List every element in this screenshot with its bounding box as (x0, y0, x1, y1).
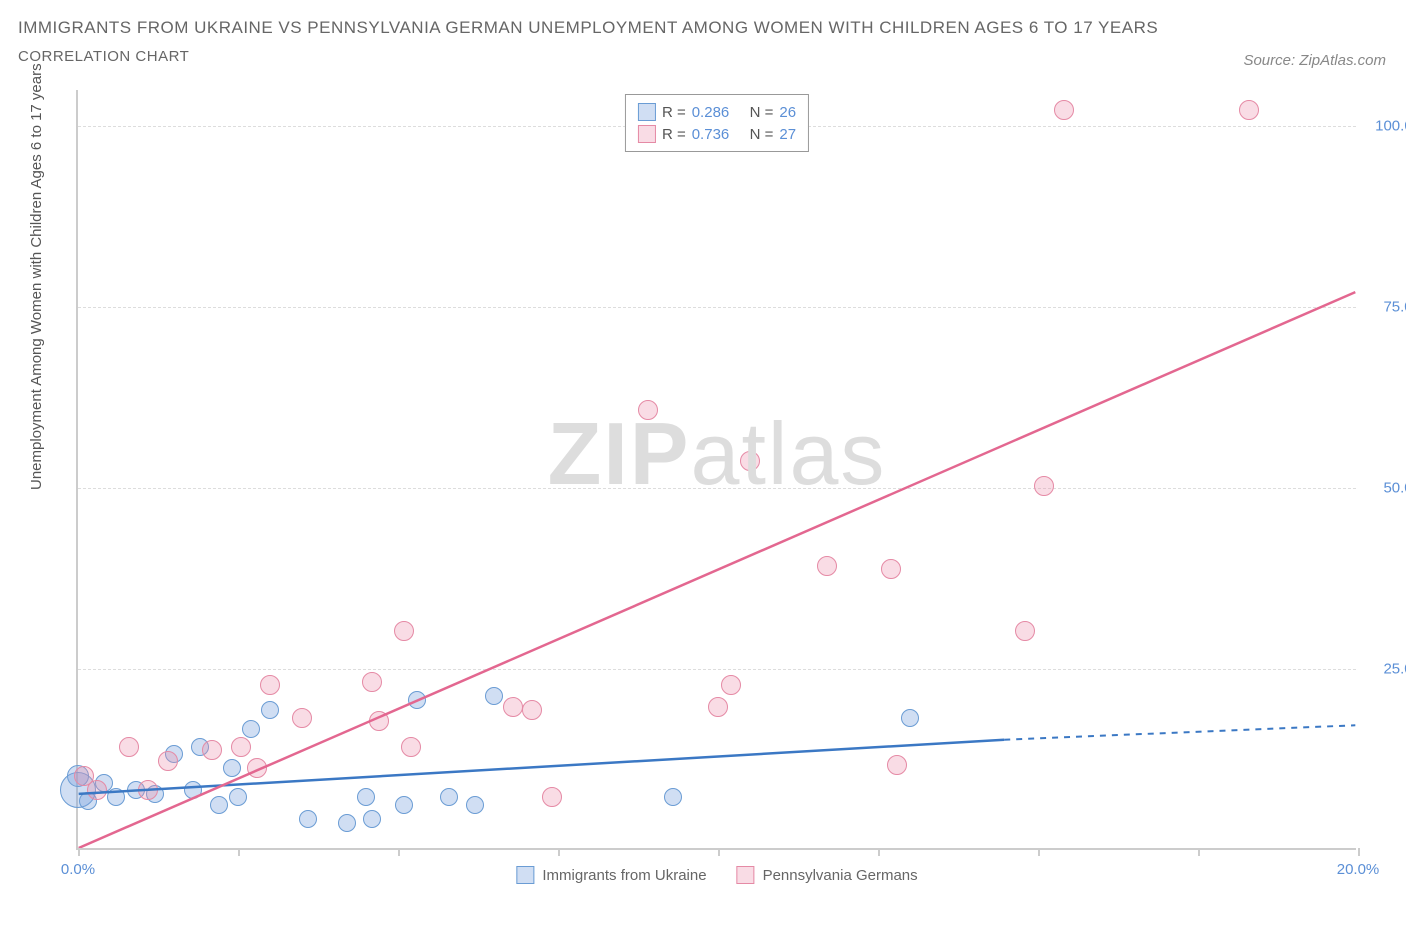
data-point (401, 737, 421, 757)
x-tick (558, 848, 560, 856)
x-tick (878, 848, 880, 856)
data-point (107, 788, 125, 806)
gridline-h (78, 488, 1356, 489)
data-point (223, 759, 241, 777)
legend-label-1: Immigrants from Ukraine (542, 867, 706, 884)
data-point (721, 675, 741, 695)
data-point (338, 814, 356, 832)
x-tick (398, 848, 400, 856)
y-tick-label: 100.0% (1366, 118, 1406, 135)
legend-label-2: Pennsylvania Germans (763, 867, 918, 884)
legend-swatch-bottom-2 (737, 866, 755, 884)
r-value-1: 0.286 (692, 104, 730, 121)
data-point (299, 810, 317, 828)
data-point (817, 556, 837, 576)
data-point (440, 788, 458, 806)
data-point (119, 737, 139, 757)
gridline-h (78, 669, 1356, 670)
chart-subtitle: CORRELATION CHART (18, 48, 1388, 65)
data-point (522, 700, 542, 720)
data-point (138, 780, 158, 800)
gridline-h (78, 307, 1356, 308)
data-point (202, 740, 222, 760)
data-point (664, 788, 682, 806)
n-label-2: N = (750, 126, 774, 143)
x-tick (1198, 848, 1200, 856)
data-point (887, 755, 907, 775)
data-point (408, 691, 426, 709)
data-point (1239, 100, 1259, 120)
x-tick (238, 848, 240, 856)
legend-swatch-2 (638, 125, 656, 143)
n-label-1: N = (750, 104, 774, 121)
data-point (394, 621, 414, 641)
data-point (231, 737, 251, 757)
data-point (638, 400, 658, 420)
data-point (363, 810, 381, 828)
x-tick (1358, 848, 1360, 856)
plot-area: ZIPatlas R = 0.286 N = 26 R = 0.736 N = … (76, 90, 1356, 850)
x-tick (718, 848, 720, 856)
legend-swatch-bottom-1 (516, 866, 534, 884)
data-point (357, 788, 375, 806)
data-point (708, 697, 728, 717)
r-label-2: R = (662, 126, 686, 143)
data-point (395, 796, 413, 814)
trend-lines (78, 90, 1356, 848)
y-tick-label: 75.0% (1366, 299, 1406, 316)
data-point (503, 697, 523, 717)
r-value-2: 0.736 (692, 126, 730, 143)
data-point (466, 796, 484, 814)
data-point (1015, 621, 1035, 641)
legend-swatch-1 (638, 103, 656, 121)
x-tick-label: 0.0% (61, 861, 95, 878)
data-point (1054, 100, 1074, 120)
data-point (247, 758, 267, 778)
data-point (542, 787, 562, 807)
watermark: ZIPatlas (548, 403, 887, 505)
r-label-1: R = (662, 104, 686, 121)
series-legend: Immigrants from Ukraine Pennsylvania Ger… (516, 866, 917, 884)
n-value-1: 26 (779, 104, 796, 121)
legend-row-series-1: R = 0.286 N = 26 (638, 101, 796, 123)
data-point (242, 720, 260, 738)
data-point (881, 559, 901, 579)
data-point (184, 781, 202, 799)
data-point (901, 709, 919, 727)
data-point (229, 788, 247, 806)
data-point (485, 687, 503, 705)
legend-item-2: Pennsylvania Germans (737, 866, 918, 884)
data-point (1034, 476, 1054, 496)
x-tick-label: 20.0% (1337, 861, 1380, 878)
x-tick (1038, 848, 1040, 856)
x-tick (78, 848, 80, 856)
data-point (362, 672, 382, 692)
data-point (369, 711, 389, 731)
data-point (210, 796, 228, 814)
y-tick-label: 25.0% (1366, 661, 1406, 678)
chart-container: Unemployment Among Women with Children A… (48, 90, 1388, 890)
data-point (158, 751, 178, 771)
chart-title: IMMIGRANTS FROM UKRAINE VS PENNSYLVANIA … (18, 18, 1388, 38)
data-point (292, 708, 312, 728)
source-label: Source: ZipAtlas.com (1243, 52, 1386, 69)
data-point (260, 675, 280, 695)
correlation-legend: R = 0.286 N = 26 R = 0.736 N = 27 (625, 94, 809, 152)
data-point (740, 451, 760, 471)
y-axis-label: Unemployment Among Women with Children A… (28, 63, 45, 490)
legend-item-1: Immigrants from Ukraine (516, 866, 706, 884)
n-value-2: 27 (779, 126, 796, 143)
y-tick-label: 50.0% (1366, 480, 1406, 497)
data-point (261, 701, 279, 719)
legend-row-series-2: R = 0.736 N = 27 (638, 123, 796, 145)
data-point (87, 780, 107, 800)
